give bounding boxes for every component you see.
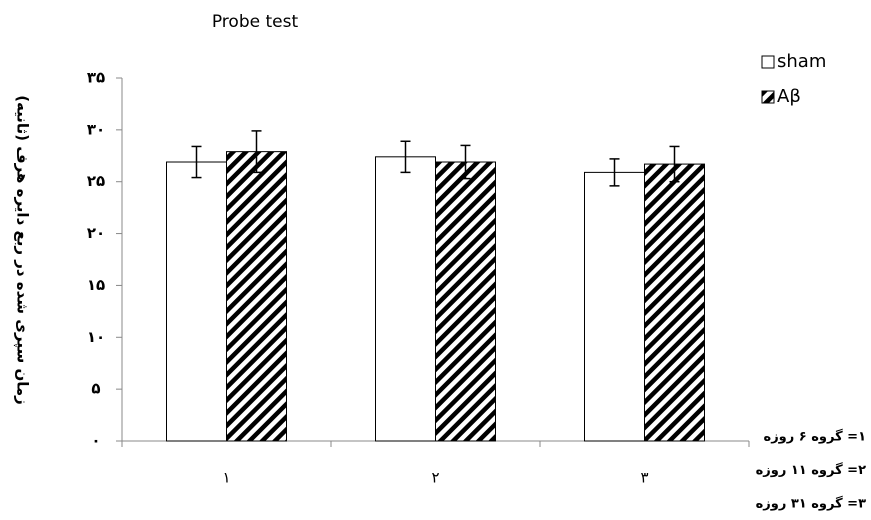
bar (226, 151, 287, 442)
note: ۳= گروه ۳۱ روزه (756, 496, 866, 512)
bar (644, 163, 705, 442)
y-tick-label: ۳۵ (87, 69, 105, 87)
y-tick-label: ۲۰ (87, 224, 105, 242)
note: ۱= گروه ۶ روزه (764, 429, 866, 445)
error-bar (669, 145, 680, 183)
error-bar (191, 145, 202, 179)
y-tick-label: ۵ (91, 380, 100, 398)
bar (435, 161, 496, 442)
error-bar (251, 130, 262, 174)
error-bar (609, 158, 620, 187)
y-axis-label: زمان سپری شده در ربع دایره هرف (ثانیه) (13, 95, 32, 405)
y-tick-label: ۱۰ (87, 328, 105, 346)
bar (166, 161, 227, 442)
x-tick-label: ۲ (431, 469, 439, 487)
error-bar (460, 144, 471, 180)
bar (584, 171, 645, 442)
legend-swatch (761, 55, 775, 69)
legend-swatch (761, 90, 775, 104)
x-tick-label: ۱ (222, 469, 230, 487)
bar (375, 156, 436, 442)
x-tick-label: ۳ (640, 469, 648, 487)
y-tick-label: ۲۵ (87, 172, 105, 190)
chart-title: Probe test (212, 12, 299, 32)
y-tick-label: ۰ (91, 432, 100, 450)
note: ۲= گروه ۱۱ روزه (756, 462, 866, 478)
legend-label: sham (777, 51, 826, 72)
y-tick-label: ۳۰ (87, 120, 105, 138)
error-bar (400, 140, 411, 174)
legend-label: Aβ (777, 86, 801, 107)
y-tick-label: ۱۵ (87, 276, 105, 294)
